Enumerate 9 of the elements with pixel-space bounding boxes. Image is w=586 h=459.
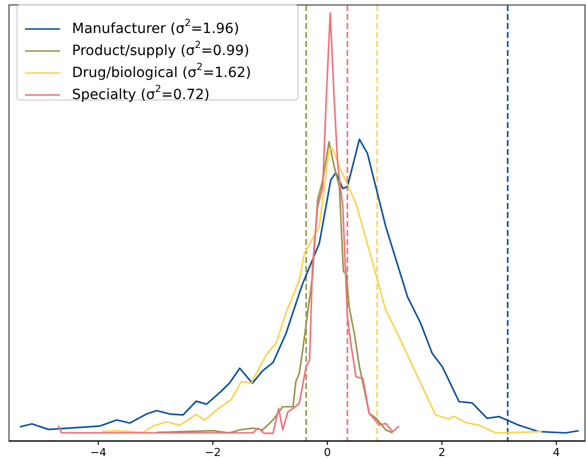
x-tick-label: −2 xyxy=(204,446,221,459)
legend-label: Product/supply (σ$^{2}$=0.99) xyxy=(72,40,250,59)
x-tick-label: −4 xyxy=(90,446,106,459)
x-tick-label: 0 xyxy=(324,446,331,459)
x-tick-label: 4 xyxy=(552,446,560,459)
legend-label: Specialty (σ$^{2}$=0.72) xyxy=(72,84,210,103)
legend-label: Drug/biological (σ$^{2}$=1.62) xyxy=(72,62,252,81)
legend-label: Manufacturer (σ$^{2}$=1.96) xyxy=(72,18,240,37)
x-tick-label: 2 xyxy=(438,446,446,459)
